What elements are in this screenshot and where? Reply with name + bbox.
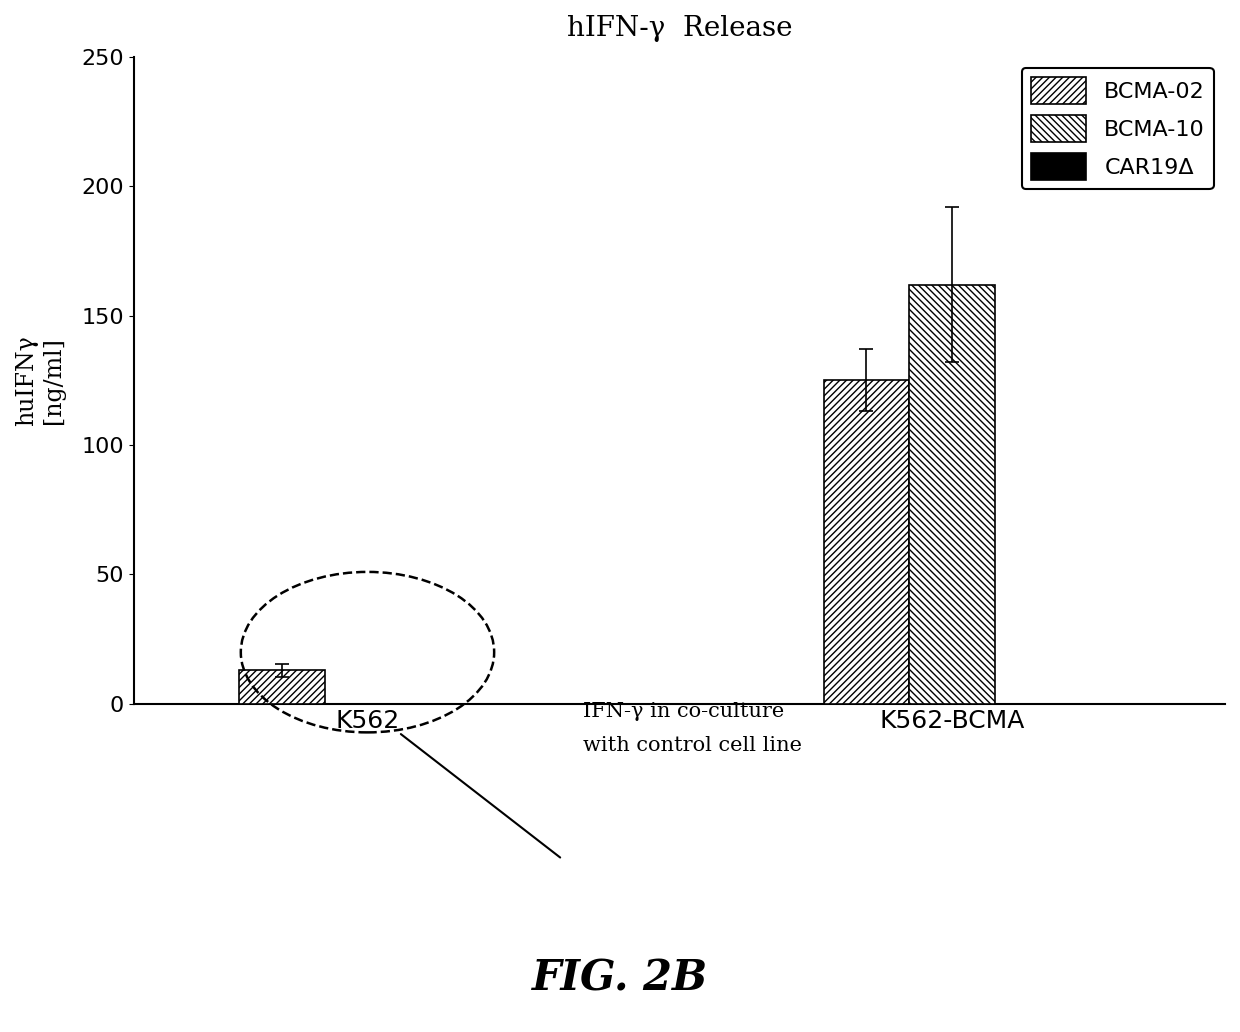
- Bar: [909, 285, 994, 704]
- Text: with control cell line: with control cell line: [583, 736, 802, 755]
- Bar: [823, 381, 909, 704]
- Y-axis label: huIFNγ
[ng/ml]: huIFNγ [ng/ml]: [15, 335, 64, 426]
- Text: IFN-γ in co-culture: IFN-γ in co-culture: [583, 702, 784, 721]
- Bar: [239, 670, 325, 704]
- Legend: BCMA-02, BCMA-10, CAR19Δ: BCMA-02, BCMA-10, CAR19Δ: [1022, 68, 1214, 189]
- Text: FIG. 2B: FIG. 2B: [532, 958, 708, 1000]
- Title: hIFN-γ  Release: hIFN-γ Release: [567, 15, 792, 42]
